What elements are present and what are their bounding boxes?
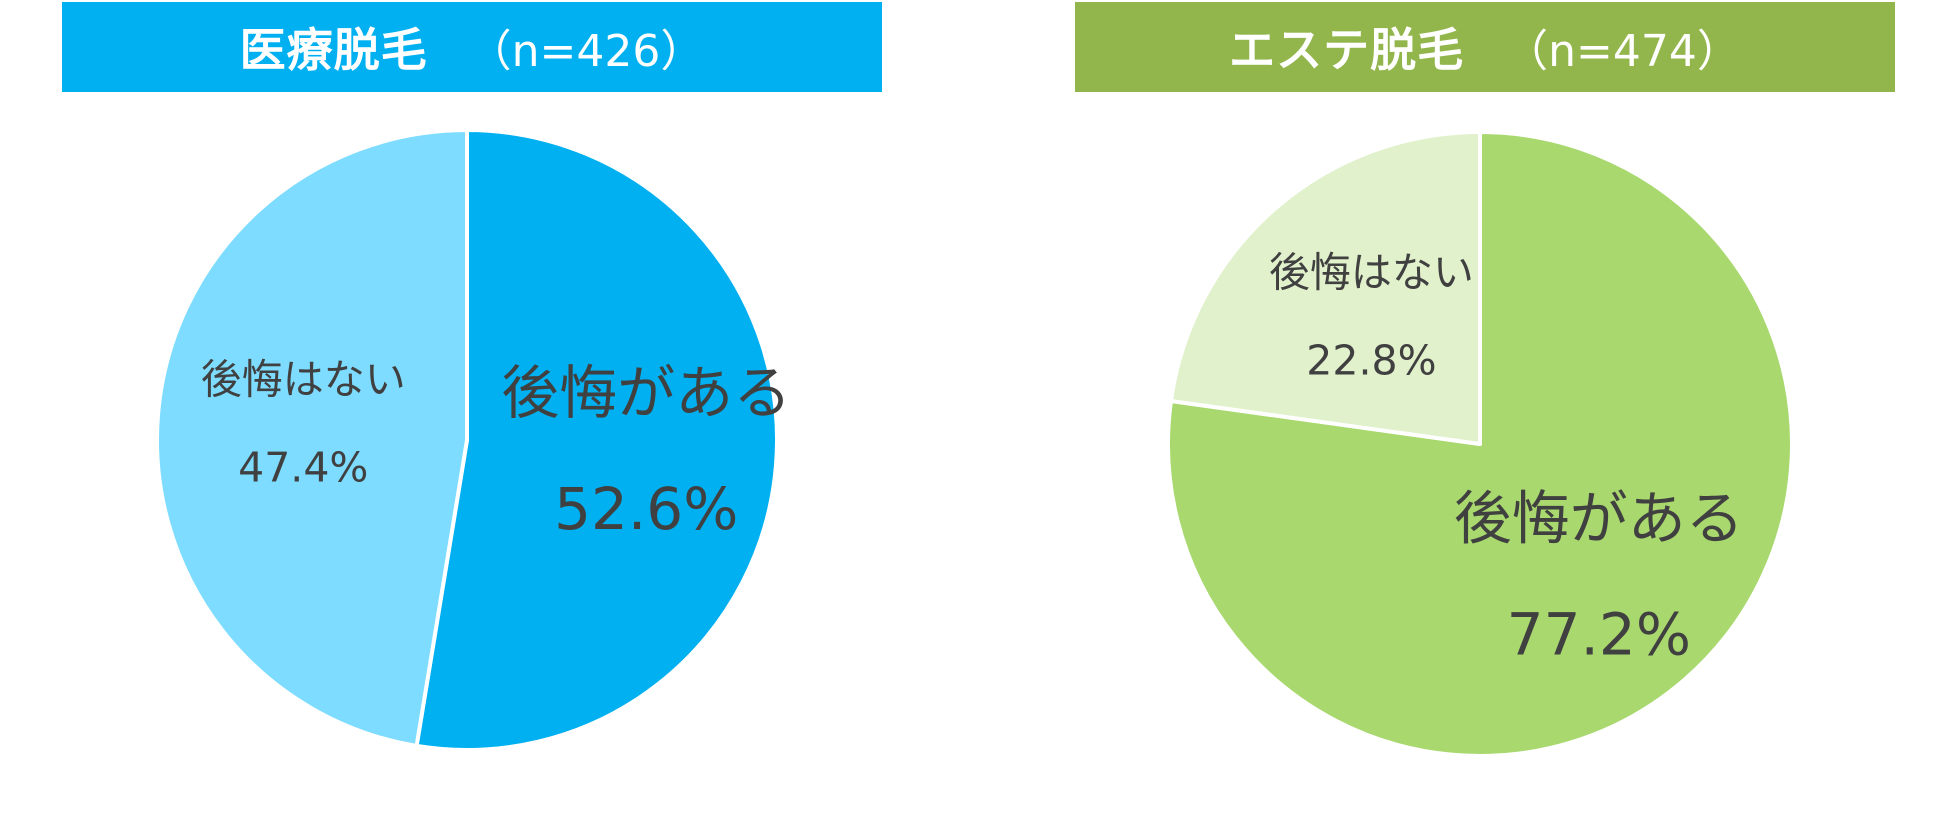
pie-slice <box>414 128 779 752</box>
slice-category-label: 後悔はない <box>201 356 406 404</box>
sample-size-label: （n=474） <box>1504 26 1741 77</box>
chart-title: エステ脱毛 <box>1229 23 1465 77</box>
chart-header: エステ脱毛 （n=474） <box>1075 2 1895 92</box>
pie-slice <box>1168 130 1482 446</box>
medical-hair-removal-chart: 医療脱毛 （n=426） 後悔がある 52.6% 後悔はない 47.4% <box>62 0 882 832</box>
slice-value-label: 47.4% <box>238 444 368 492</box>
slice-value-label: 77.2% <box>1507 601 1691 669</box>
pie-chart: 後悔がある 77.2% 後悔はない 22.8% <box>1166 130 1794 758</box>
slice-category-label: 後悔はない <box>1269 248 1474 296</box>
slice-category-label: 後悔がある <box>501 359 791 427</box>
slice-category-label: 後悔がある <box>1454 485 1744 553</box>
pie-slice <box>1166 130 1794 758</box>
sample-size-label: （n=426） <box>467 26 705 77</box>
esthetic-hair-removal-chart: エステ脱毛 （n=474） 後悔がある 77.2% 後悔はない 22.8% <box>1075 0 1895 832</box>
slice-value-label: 22.8% <box>1306 336 1436 384</box>
chart-title: 医療脱毛 <box>239 23 428 77</box>
pie-slice <box>155 128 469 748</box>
pie-chart: 後悔がある 52.6% 後悔はない 47.4% <box>155 128 791 752</box>
slice-value-label: 52.6% <box>554 475 738 543</box>
chart-header: 医療脱毛 （n=426） <box>62 2 882 92</box>
